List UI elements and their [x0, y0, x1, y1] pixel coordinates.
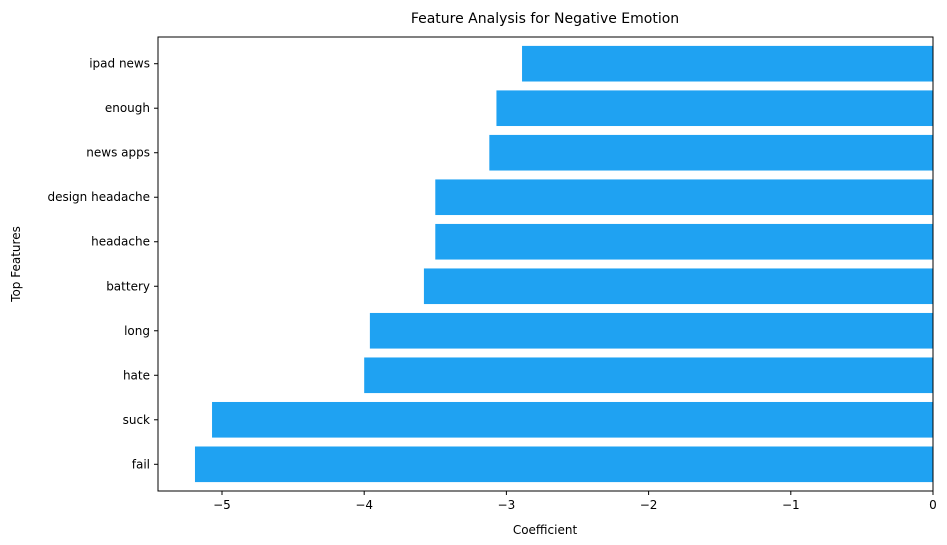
y-tick-label: battery — [106, 279, 150, 293]
plot-frame — [157, 36, 934, 492]
y-axis-label: Top Features — [9, 226, 23, 303]
x-tick-label: −1 — [782, 498, 800, 512]
y-tick-label: suck — [123, 413, 150, 427]
bar-hate — [364, 357, 934, 394]
bars-group — [194, 45, 934, 483]
bar-ipad-news — [522, 45, 933, 82]
bar-design-headache — [435, 179, 933, 216]
y-tick-label: news apps — [86, 146, 150, 160]
bar-headache — [435, 223, 933, 260]
y-tick-label: ipad news — [89, 57, 150, 71]
y-tick-label: fail — [132, 457, 150, 471]
bar-suck — [212, 401, 934, 438]
chart-title: Feature Analysis for Negative Emotion — [411, 11, 679, 27]
x-tick-label: −3 — [498, 498, 516, 512]
x-tick-label: −4 — [355, 498, 373, 512]
y-tick-label: design headache — [47, 190, 150, 204]
bar-fail — [194, 446, 933, 483]
y-tick-label: long — [124, 324, 150, 338]
y-tick-label: enough — [105, 101, 150, 115]
bar-battery — [423, 268, 933, 305]
bar-long — [369, 312, 933, 349]
bar-enough — [496, 90, 933, 127]
y-tick-label: headache — [91, 235, 150, 249]
x-tick-label: −5 — [213, 498, 231, 512]
y-tick-label: hate — [123, 368, 150, 382]
x-axis-ticks: −5 −4 −3 −2 −1 0 — [213, 491, 937, 512]
bar-news-apps — [489, 134, 933, 171]
y-axis-ticks: fail suck hate long battery headache design he… — [47, 57, 158, 471]
x-tick-label: 0 — [929, 498, 937, 512]
x-axis-label: Coefficient — [513, 523, 578, 537]
x-tick-label: −2 — [640, 498, 658, 512]
